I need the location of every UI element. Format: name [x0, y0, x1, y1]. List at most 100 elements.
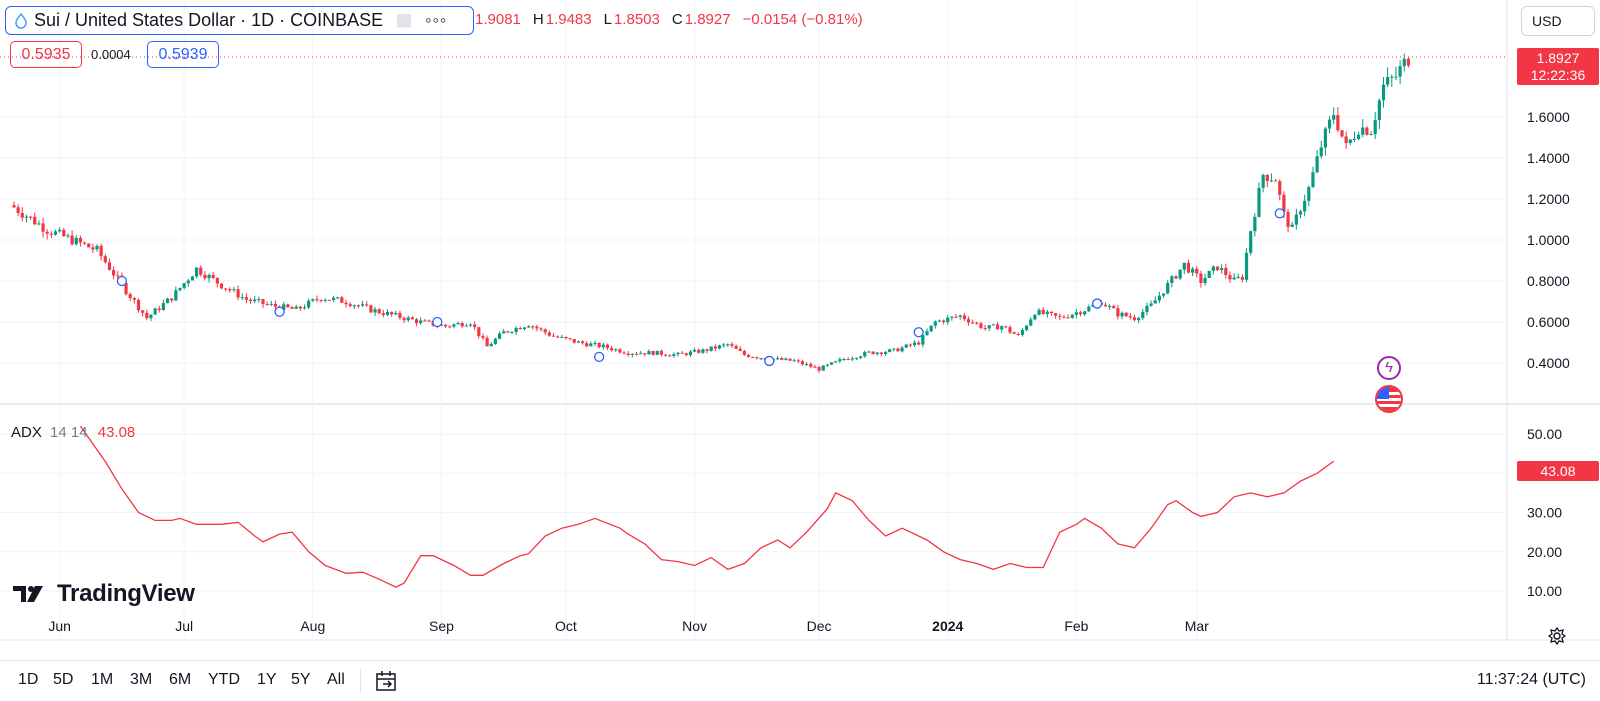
candle-body — [311, 299, 315, 301]
candle-body — [1386, 76, 1390, 85]
range-all[interactable]: All — [327, 671, 345, 688]
axis-settings-icon[interactable] — [1548, 627, 1566, 645]
candle-body — [1315, 156, 1319, 173]
candle-body — [66, 235, 70, 237]
candle-body — [352, 305, 356, 307]
range-1d[interactable]: 1D — [18, 671, 39, 688]
x-tick-label: Sep — [429, 618, 454, 634]
candle-body — [1352, 138, 1357, 140]
utc-clock[interactable]: 11:37:24 (UTC) — [1476, 671, 1586, 688]
candle-body — [1054, 313, 1058, 316]
candle-body — [219, 283, 224, 289]
candle-body — [634, 353, 639, 355]
candle-body — [236, 289, 240, 298]
candle-body — [1253, 216, 1257, 232]
candle-body — [568, 338, 572, 340]
candle-body — [921, 335, 925, 345]
candle-body — [1120, 312, 1124, 317]
x-tick-label: Dec — [807, 618, 832, 634]
ask-price[interactable]: 0.5939 — [147, 41, 219, 68]
candle-body — [1178, 269, 1182, 279]
candle-body — [1298, 211, 1303, 215]
candle-body — [564, 336, 568, 339]
candle-body — [572, 339, 576, 343]
candle-body — [336, 297, 340, 299]
x-tick-label: Jul — [175, 618, 193, 634]
candle-body — [1074, 312, 1078, 315]
candle-body — [1224, 267, 1228, 276]
more-options-icon[interactable]: ◦◦◦ — [425, 10, 448, 30]
candle-body — [340, 297, 344, 303]
candle-body — [1344, 136, 1348, 143]
candle-body — [900, 347, 904, 352]
y-tick-label: 1.0000 — [1527, 232, 1570, 248]
candle-body — [195, 267, 199, 277]
candle-body — [792, 360, 796, 362]
event-marker — [432, 316, 443, 328]
candle-body — [186, 280, 190, 284]
range-3m[interactable]: 3M — [130, 671, 153, 688]
range-5y[interactable]: 5Y — [291, 671, 311, 688]
y-tick-label: 0.8000 — [1527, 273, 1570, 289]
candle-body — [290, 307, 294, 309]
candle-body — [809, 364, 813, 367]
candle-body — [1033, 314, 1037, 320]
candle-body — [485, 337, 489, 347]
candle-body — [684, 353, 688, 356]
range-5d[interactable]: 5D — [53, 671, 74, 688]
range-1y[interactable]: 1Y — [257, 671, 277, 688]
adx-tick-label: 10.00 — [1527, 583, 1562, 599]
candle-body — [70, 235, 74, 245]
candle-body — [174, 290, 178, 301]
candle-body — [663, 354, 668, 356]
candle-body — [269, 303, 273, 305]
currency-button[interactable]: USD — [1521, 6, 1595, 36]
price-chart[interactable]: Jun Jul Aug Sep Oct Nov Dec 2024 Feb Mar 0.4000 0.6… — [0, 0, 1600, 660]
candle-body — [473, 324, 477, 328]
range-6m[interactable]: 6M — [169, 671, 192, 688]
candle-body — [248, 299, 253, 302]
candle-body — [1103, 304, 1108, 307]
range-1m[interactable]: 1M — [91, 671, 114, 688]
candle-body — [402, 317, 406, 321]
candle-body — [680, 352, 684, 354]
candle-body — [1078, 312, 1083, 315]
candle-body — [1348, 139, 1352, 143]
candle-body — [1108, 306, 1112, 308]
candle-body — [1398, 66, 1402, 77]
tradingview-logo[interactable]: TradingView — [13, 580, 195, 608]
candle-body — [688, 351, 693, 356]
candle-body — [1132, 317, 1137, 321]
us-flag-event-icon[interactable] — [1375, 385, 1403, 413]
candle-body — [178, 287, 182, 291]
range-ytd[interactable]: YTD — [208, 671, 240, 688]
candle-body — [535, 326, 539, 329]
candle-body — [394, 312, 398, 315]
high-key: H — [532, 11, 544, 28]
bid-price[interactable]: 0.5935 — [10, 41, 82, 68]
candle-body — [1406, 58, 1410, 66]
candle-body — [917, 342, 921, 345]
candle-body — [1332, 115, 1336, 120]
lightning-event-icon[interactable]: ϟ — [1377, 356, 1401, 380]
candle-body — [319, 300, 323, 302]
candle-body — [1290, 224, 1294, 227]
candle-body — [365, 304, 369, 306]
candle-body — [1087, 306, 1091, 312]
candle-body — [1377, 100, 1381, 121]
y-tick-label: 1.6000 — [1527, 109, 1570, 125]
candle-body — [850, 358, 854, 360]
candle-body — [966, 319, 971, 323]
candle-body — [597, 342, 601, 348]
candle-body — [1025, 325, 1029, 330]
candle-body — [1228, 275, 1232, 280]
candle-body — [1004, 326, 1008, 328]
candle-body — [863, 351, 867, 357]
event-marker — [913, 327, 924, 338]
symbol-selector[interactable]: Sui / United States Dollar · 1D · COINBA… — [5, 6, 474, 35]
candle-body — [377, 309, 381, 314]
adx-legend[interactable]: ADX 14 14 43.08 — [11, 424, 135, 441]
go-to-date-icon[interactable] — [375, 670, 399, 692]
candle-body — [1029, 319, 1033, 326]
exchange-flag-icon — [397, 13, 412, 28]
